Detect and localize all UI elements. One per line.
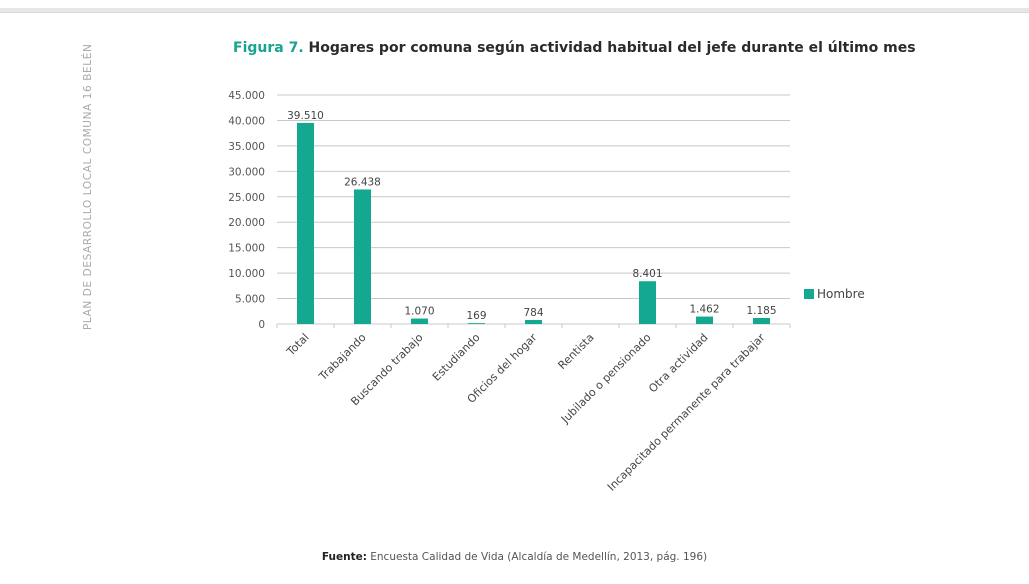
y-tick-label: 5.000 bbox=[235, 294, 265, 306]
y-tick-label: 10.000 bbox=[228, 268, 265, 280]
data-label: 169 bbox=[466, 310, 486, 322]
top-rule bbox=[0, 8, 1029, 13]
x-category-label: Otra actividad bbox=[646, 331, 710, 395]
y-tick-label: 0 bbox=[258, 319, 265, 331]
data-label: 8.401 bbox=[632, 268, 662, 280]
bar bbox=[696, 316, 713, 324]
y-tick-label: 20.000 bbox=[228, 217, 265, 229]
bar bbox=[411, 318, 428, 324]
data-label: 1.462 bbox=[689, 304, 719, 316]
x-category-label: Trabajando bbox=[316, 331, 369, 384]
x-category-label: Total bbox=[284, 331, 312, 359]
data-label: 784 bbox=[523, 307, 543, 319]
source-note: Fuente: Encuesta Calidad de Vida (Alcald… bbox=[0, 551, 1029, 563]
data-label: 1.185 bbox=[746, 305, 776, 317]
y-tick-label: 45.000 bbox=[228, 90, 265, 102]
bar bbox=[525, 320, 542, 324]
data-label: 39.510 bbox=[287, 110, 324, 122]
y-tick-label: 40.000 bbox=[228, 115, 265, 127]
y-tick-label: 25.000 bbox=[228, 192, 265, 204]
data-label: 1.070 bbox=[404, 306, 434, 318]
y-tick-label: 15.000 bbox=[228, 243, 265, 255]
source-text: Encuesta Calidad de Vida (Alcaldía de Me… bbox=[370, 551, 708, 563]
source-label: Fuente: bbox=[321, 551, 367, 563]
bar bbox=[468, 323, 485, 324]
bar bbox=[753, 317, 770, 324]
bar bbox=[354, 189, 371, 324]
y-tick-label: 30.000 bbox=[228, 166, 265, 178]
data-label: 26.438 bbox=[344, 176, 381, 188]
figure-title: Figura 7. Hogares por comuna según activ… bbox=[233, 40, 916, 56]
bar bbox=[639, 281, 656, 324]
legend-swatch bbox=[804, 289, 814, 299]
y-tick-label: 35.000 bbox=[228, 141, 265, 153]
x-category-label: Rentista bbox=[556, 331, 597, 372]
legend-label: Hombre bbox=[817, 287, 865, 301]
figure-label: Figura 7. bbox=[233, 40, 304, 56]
x-category-label: Estudiando bbox=[430, 331, 483, 384]
figure-title-text: Hogares por comuna según actividad habit… bbox=[308, 40, 916, 56]
bar bbox=[297, 122, 314, 324]
legend: Hombre bbox=[804, 287, 865, 301]
